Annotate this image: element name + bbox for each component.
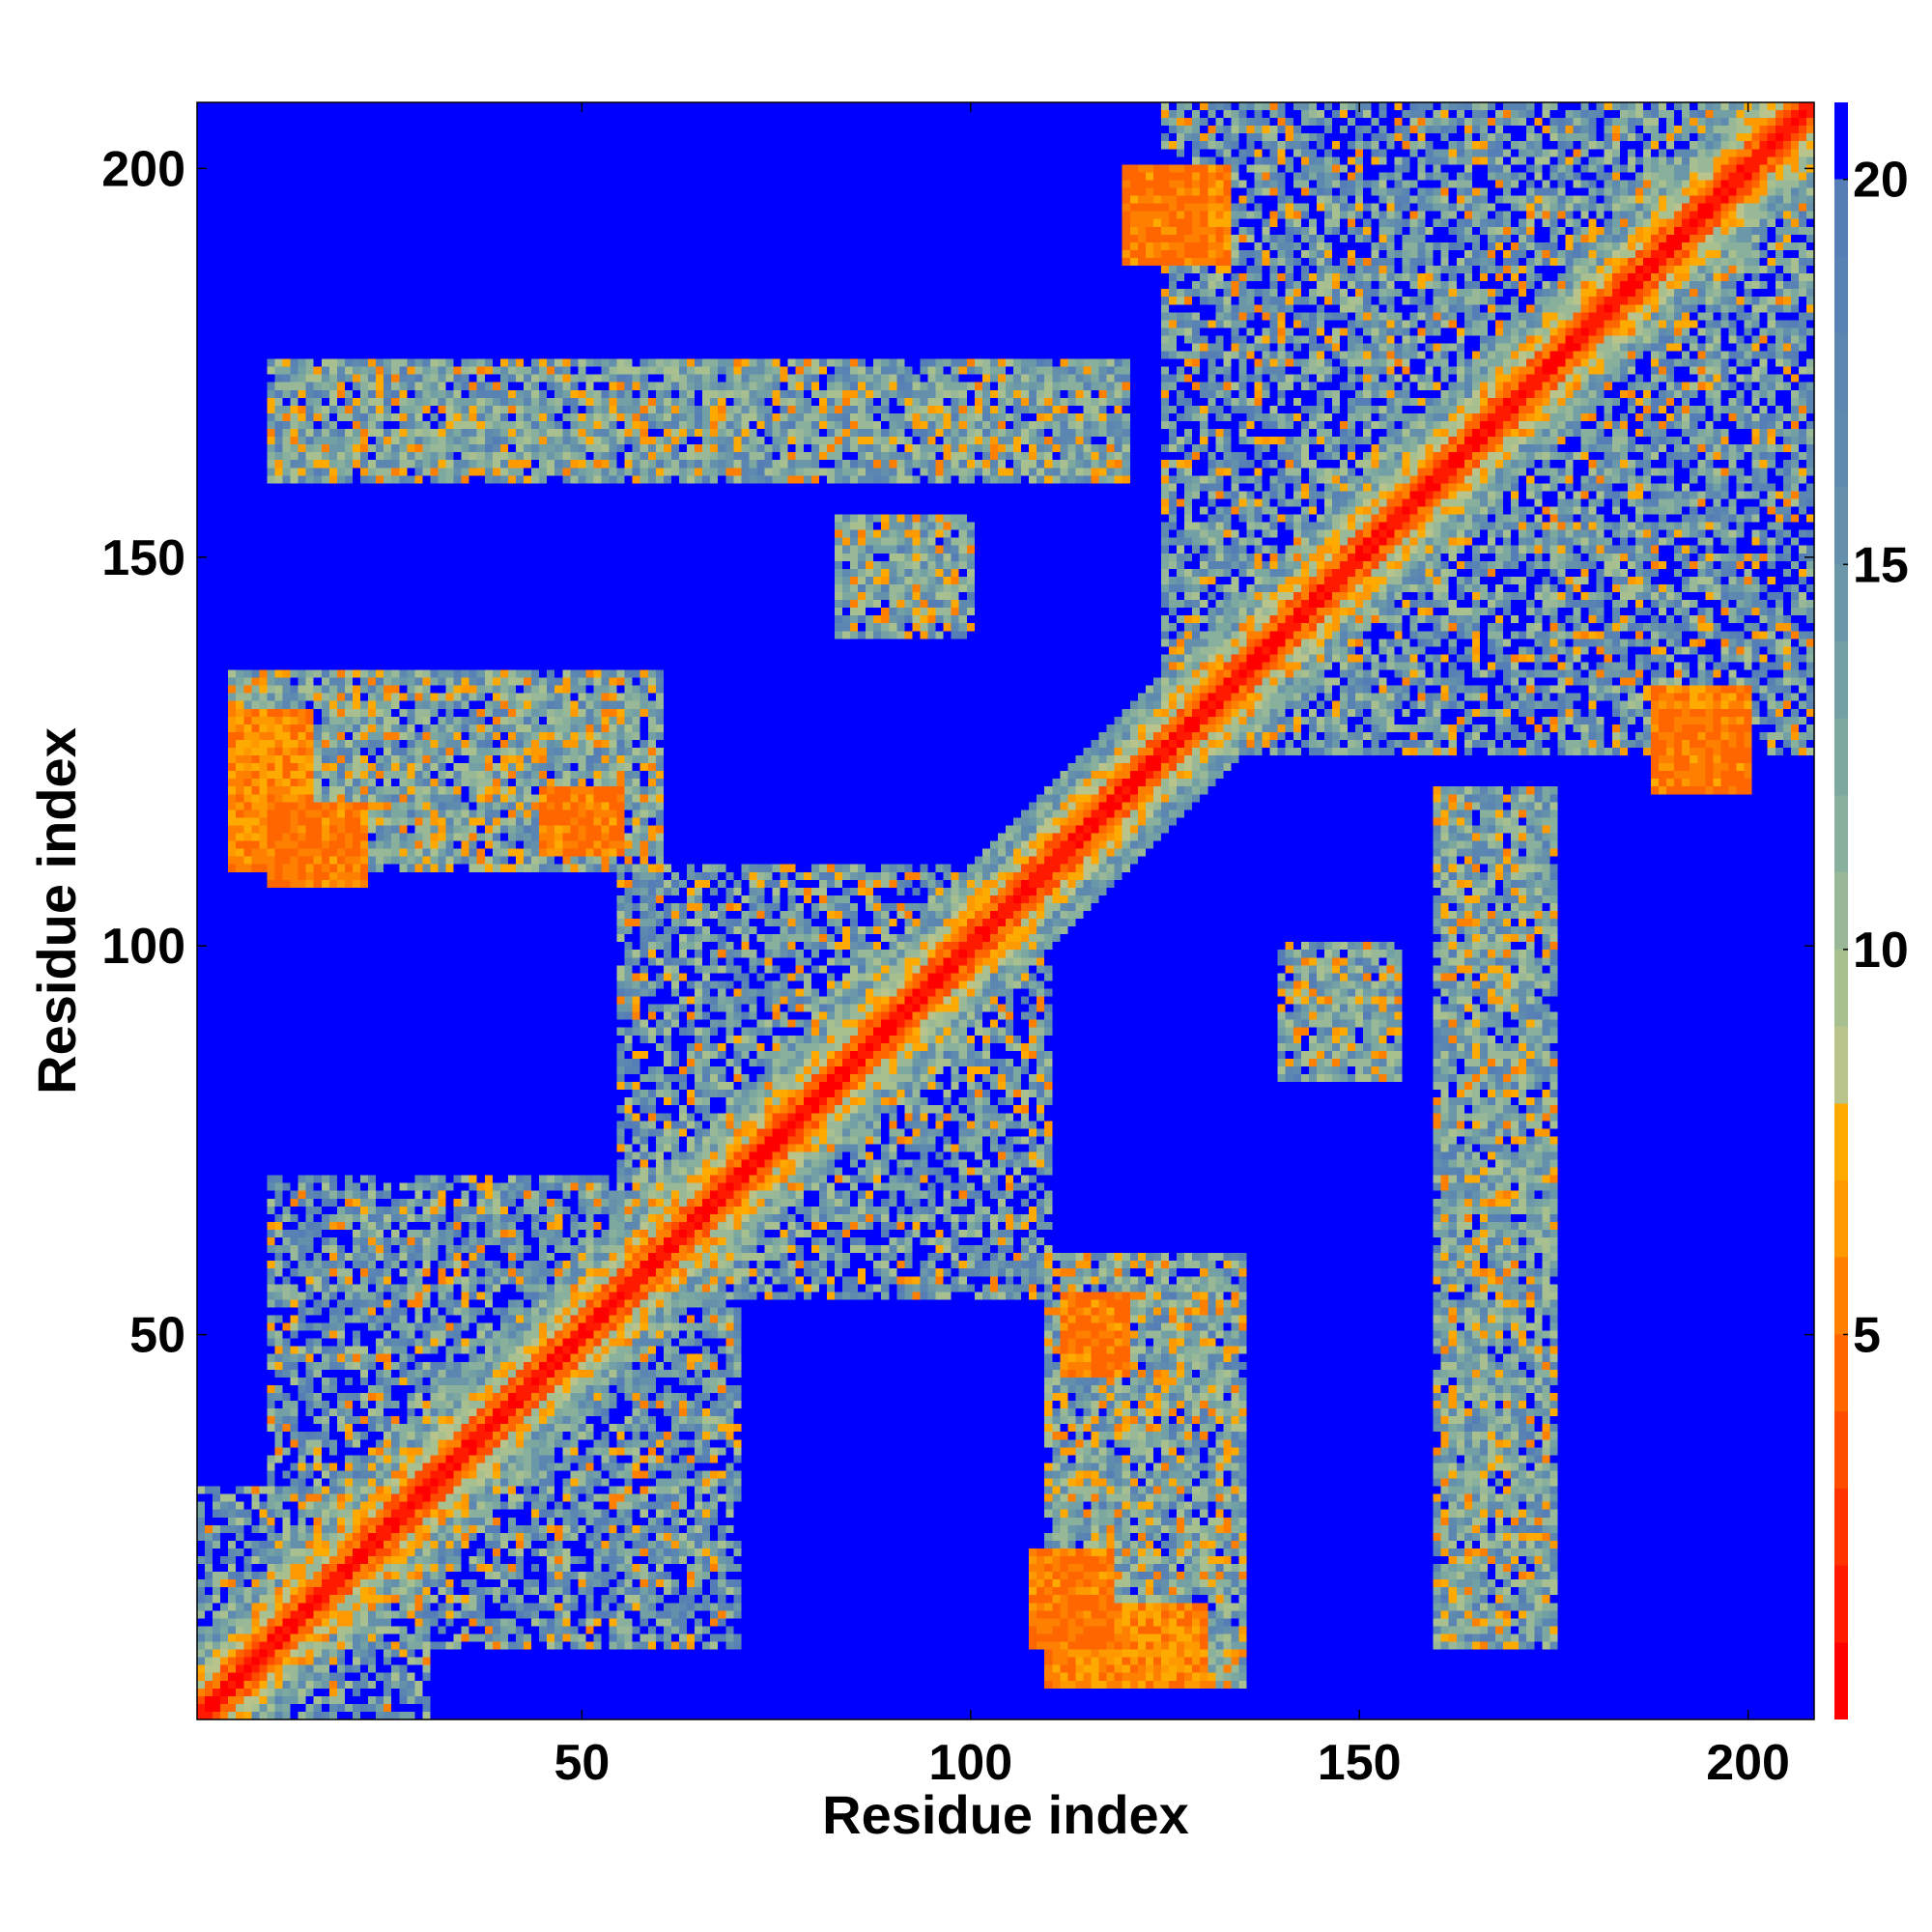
y-tick-label: 100: [101, 919, 185, 975]
colorbar-tick-label: 20: [1853, 153, 1909, 209]
x-axis-title: Residue index: [822, 1784, 1189, 1845]
y-tick-label: 150: [101, 530, 185, 586]
plot-frame: [196, 101, 1815, 1720]
x-tick-label: 100: [928, 1735, 1012, 1791]
x-tick-label: 150: [1318, 1735, 1402, 1791]
distance-heatmap: [197, 102, 1814, 1719]
x-axis-ticks: 50 100 150 200: [554, 102, 1790, 1791]
y-tick-label: 50: [129, 1308, 185, 1364]
colorbar-tick-label: 5: [1853, 1307, 1881, 1363]
x-tick-label: 200: [1706, 1735, 1790, 1791]
x-tick-label: 50: [554, 1735, 610, 1791]
colorbar-ticks: 5 10 15 20: [1843, 153, 1909, 1363]
colorbar: [1834, 102, 1848, 1719]
y-axis-ticks: 50 100 150 200: [101, 141, 1814, 1364]
y-axis-title: Residue index: [26, 727, 87, 1094]
y-tick-label: 200: [101, 141, 185, 197]
colorbar-tick-label: 10: [1853, 923, 1909, 979]
colorbar-tick-label: 15: [1853, 537, 1909, 593]
